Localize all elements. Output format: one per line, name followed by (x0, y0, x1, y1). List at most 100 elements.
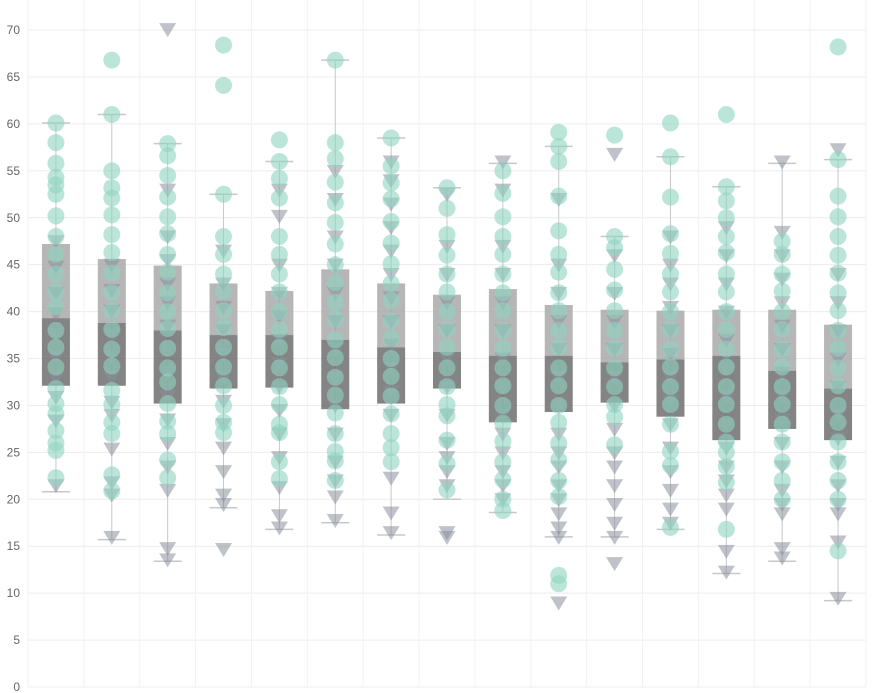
circle-point (829, 208, 847, 226)
triangle-point (773, 551, 791, 566)
triangle-point (382, 471, 400, 486)
circle-point (438, 407, 456, 425)
circle-point (661, 114, 679, 132)
triangle-point (47, 371, 65, 386)
circle-point (717, 358, 735, 376)
triangle-point (215, 441, 233, 456)
circle-point (215, 76, 233, 94)
y-tick-label: 0 (13, 680, 20, 693)
circle-point (717, 320, 735, 338)
circle-point (270, 424, 288, 442)
circle-point (829, 264, 847, 282)
circle-point (550, 137, 568, 155)
circle-point (326, 310, 344, 328)
circle-point (270, 303, 288, 321)
circle-point (773, 453, 791, 471)
circle-point (326, 293, 344, 311)
circle-point (438, 359, 456, 377)
circle-point (550, 284, 568, 302)
circle-point (550, 487, 568, 505)
circle-point (215, 282, 233, 300)
circle-point (717, 106, 735, 124)
circle-point (829, 413, 847, 431)
circle-point (661, 378, 679, 396)
circle-point (103, 302, 121, 320)
triangle-point (606, 516, 624, 531)
triangle-point (103, 530, 121, 545)
circle-point (159, 373, 177, 391)
circle-point (717, 443, 735, 461)
circle-point (159, 395, 177, 413)
triangle-point (606, 497, 624, 512)
data-points (47, 23, 847, 611)
circle-point (382, 312, 400, 330)
circle-point (215, 265, 233, 283)
circle-point (382, 367, 400, 385)
circle-point (717, 192, 735, 210)
circle-point (661, 396, 679, 414)
circle-point (159, 167, 177, 185)
triangle-point (717, 544, 735, 559)
circle-point (103, 320, 121, 338)
circle-point (550, 377, 568, 395)
circle-point (270, 131, 288, 149)
circle-point (382, 129, 400, 147)
circle-point (326, 425, 344, 443)
circle-point (550, 451, 568, 469)
circle-point (494, 162, 512, 180)
circle-point (829, 228, 847, 246)
circle-point (494, 265, 512, 283)
y-axis: 0 5 10 15 20 25 30 35 40 45 50 55 60 65 70 (7, 23, 21, 693)
circle-point (382, 234, 400, 252)
circle-point (159, 263, 177, 281)
circle-point (215, 185, 233, 203)
circle-point (47, 265, 65, 283)
triangle-point (270, 521, 288, 536)
circle-point (382, 174, 400, 192)
circle-point (326, 173, 344, 191)
circle-point (550, 302, 568, 320)
circle-point (270, 378, 288, 396)
triangle-point (159, 553, 177, 568)
circle-point (326, 349, 344, 367)
circle-point (717, 415, 735, 433)
y-tick-label: 55 (7, 164, 21, 178)
triangle-point (606, 557, 624, 572)
circle-point (773, 340, 791, 358)
circle-point (159, 451, 177, 469)
y-tick-label: 10 (7, 586, 21, 600)
circle-point (661, 340, 679, 358)
circle-point (215, 36, 233, 54)
circle-point (550, 222, 568, 240)
circle-point (550, 123, 568, 141)
circle-point (103, 189, 121, 207)
circle-point (717, 209, 735, 227)
circle-point (773, 396, 791, 414)
circle-point (550, 263, 568, 281)
triangle-point (215, 497, 233, 512)
circle-point (661, 518, 679, 536)
circle-point (829, 339, 847, 357)
circle-point (661, 244, 679, 262)
circle-point (494, 377, 512, 395)
circle-point (661, 320, 679, 338)
circle-point (550, 321, 568, 339)
circle-point (717, 457, 735, 475)
circle-point (661, 415, 679, 433)
circle-point (606, 408, 624, 426)
circle-point (215, 302, 233, 320)
triangle-point (606, 479, 624, 494)
triangle-point (829, 591, 847, 606)
circle-point (215, 228, 233, 246)
circle-point (47, 245, 65, 263)
triangle-point (661, 483, 679, 498)
circle-point (829, 453, 847, 471)
circle-point (326, 404, 344, 422)
circle-point (717, 520, 735, 538)
circle-point (661, 457, 679, 475)
y-tick-label: 20 (7, 492, 21, 506)
circle-point (159, 412, 177, 430)
circle-point (326, 331, 344, 349)
circle-point (103, 466, 121, 484)
circle-point (159, 135, 177, 153)
